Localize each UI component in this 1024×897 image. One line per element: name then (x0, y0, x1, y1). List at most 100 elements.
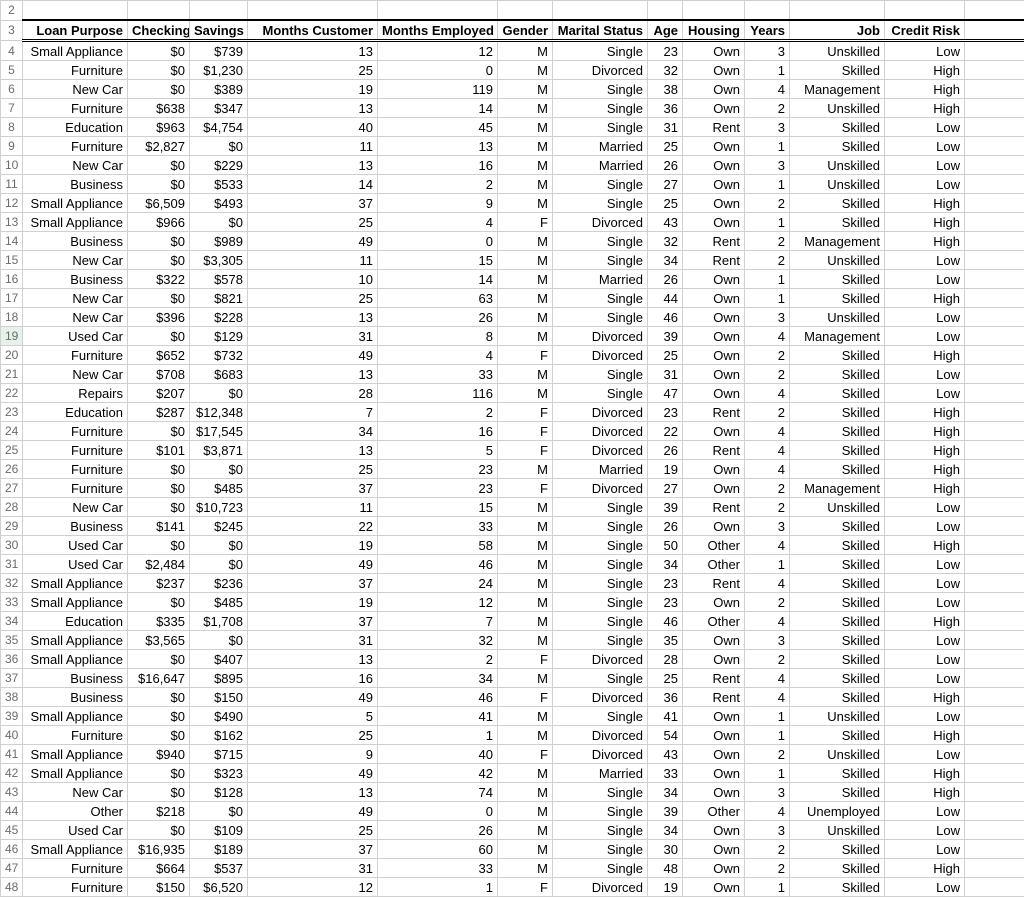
cell-gender[interactable]: M (498, 612, 553, 631)
cell-housing[interactable]: Rent (683, 251, 745, 270)
cell-savings[interactable]: $3,871 (190, 441, 248, 460)
table-row[interactable]: 8Education$963$4,7544045MSingle31Rent3Sk… (1, 118, 1024, 137)
cell-savings[interactable]: $128 (190, 783, 248, 802)
empty-cell[interactable] (965, 498, 1024, 517)
cell-housing[interactable]: Own (683, 479, 745, 498)
cell-housing[interactable]: Own (683, 707, 745, 726)
cell-months-employed[interactable]: 23 (378, 460, 498, 479)
cell-job[interactable]: Unskilled (790, 498, 885, 517)
row-header[interactable]: 6 (1, 80, 23, 99)
cell-housing[interactable]: Rent (683, 574, 745, 593)
cell-housing[interactable]: Own (683, 308, 745, 327)
cell-marital-status[interactable]: Single (553, 802, 648, 821)
cell-credit-risk[interactable]: Low (885, 365, 965, 384)
cell-age[interactable]: 26 (648, 156, 683, 175)
cell-savings[interactable]: $0 (190, 213, 248, 232)
cell-loan-purpose[interactable]: New Car (23, 365, 128, 384)
empty-cell[interactable] (965, 270, 1024, 289)
cell-job[interactable]: Skilled (790, 460, 885, 479)
cell-loan-purpose[interactable]: New Car (23, 498, 128, 517)
cell-housing[interactable]: Own (683, 631, 745, 650)
cell-checking[interactable]: $0 (128, 783, 190, 802)
cell-checking[interactable]: $2,484 (128, 555, 190, 574)
cell-job[interactable]: Unskilled (790, 41, 885, 61)
row-header[interactable]: 33 (1, 593, 23, 612)
row-header[interactable]: 40 (1, 726, 23, 745)
cell-years[interactable]: 4 (745, 80, 790, 99)
cell-credit-risk[interactable]: High (885, 688, 965, 707)
cell-loan-purpose[interactable]: Furniture (23, 441, 128, 460)
empty-cell[interactable] (553, 1, 648, 21)
cell-gender[interactable]: M (498, 251, 553, 270)
empty-cell[interactable] (965, 593, 1024, 612)
cell-job[interactable]: Skilled (790, 669, 885, 688)
cell-savings[interactable]: $1,230 (190, 61, 248, 80)
cell-years[interactable]: 1 (745, 707, 790, 726)
cell-credit-risk[interactable]: High (885, 99, 965, 118)
cell-checking[interactable]: $0 (128, 764, 190, 783)
row-header[interactable]: 21 (1, 365, 23, 384)
cell-housing[interactable]: Other (683, 555, 745, 574)
cell-checking[interactable]: $16,647 (128, 669, 190, 688)
cell-marital-status[interactable]: Divorced (553, 422, 648, 441)
table-row[interactable]: 29Business$141$2452233MSingle26Own3Skill… (1, 517, 1024, 536)
cell-years[interactable]: 4 (745, 612, 790, 631)
spreadsheet-grid[interactable]: 23Loan PurposeCheckingSavingsMonths Cust… (0, 0, 1024, 897)
cell-loan-purpose[interactable]: Small Appliance (23, 745, 128, 764)
cell-gender[interactable]: M (498, 631, 553, 650)
column-header-loan-purpose[interactable]: Loan Purpose (23, 20, 128, 41)
table-row[interactable]: 22Repairs$207$028116MSingle47Own4Skilled… (1, 384, 1024, 403)
cell-checking[interactable]: $0 (128, 232, 190, 251)
table-row[interactable]: 40Furniture$0$162251MDivorced54Own1Skill… (1, 726, 1024, 745)
cell-job[interactable]: Unskilled (790, 308, 885, 327)
cell-credit-risk[interactable]: Low (885, 593, 965, 612)
cell-checking[interactable]: $664 (128, 859, 190, 878)
cell-age[interactable]: 36 (648, 99, 683, 118)
cell-savings[interactable]: $533 (190, 175, 248, 194)
row-header[interactable]: 7 (1, 99, 23, 118)
empty-cell[interactable] (965, 175, 1024, 194)
empty-cell[interactable] (965, 479, 1024, 498)
cell-savings[interactable]: $162 (190, 726, 248, 745)
cell-months-employed[interactable]: 1 (378, 726, 498, 745)
cell-marital-status[interactable]: Married (553, 270, 648, 289)
table-row[interactable]: 7Furniture$638$3471314MSingle36Own2Unski… (1, 99, 1024, 118)
cell-credit-risk[interactable]: Low (885, 251, 965, 270)
cell-gender[interactable]: F (498, 441, 553, 460)
table-row[interactable]: 12Small Appliance$6,509$493379MSingle25O… (1, 194, 1024, 213)
cell-credit-risk[interactable]: Low (885, 327, 965, 346)
cell-housing[interactable]: Other (683, 612, 745, 631)
cell-credit-risk[interactable]: High (885, 612, 965, 631)
cell-savings[interactable]: $4,754 (190, 118, 248, 137)
row-header[interactable]: 45 (1, 821, 23, 840)
cell-checking[interactable]: $150 (128, 878, 190, 897)
cell-savings[interactable]: $0 (190, 137, 248, 156)
empty-cell[interactable] (965, 726, 1024, 745)
cell-savings[interactable]: $895 (190, 669, 248, 688)
cell-months-customer[interactable]: 19 (248, 80, 378, 99)
cell-loan-purpose[interactable]: Other (23, 802, 128, 821)
row-header[interactable]: 18 (1, 308, 23, 327)
empty-cell[interactable] (965, 840, 1024, 859)
cell-months-employed[interactable]: 26 (378, 821, 498, 840)
row-header[interactable]: 39 (1, 707, 23, 726)
row-header[interactable]: 30 (1, 536, 23, 555)
cell-job[interactable]: Skilled (790, 726, 885, 745)
cell-marital-status[interactable]: Single (553, 669, 648, 688)
row-header[interactable]: 13 (1, 213, 23, 232)
cell-months-customer[interactable]: 13 (248, 650, 378, 669)
cell-job[interactable]: Skilled (790, 555, 885, 574)
empty-cell[interactable] (965, 745, 1024, 764)
cell-years[interactable]: 3 (745, 783, 790, 802)
cell-years[interactable]: 2 (745, 859, 790, 878)
table-row[interactable]: 48Furniture$150$6,520121FDivorced19Own1S… (1, 878, 1024, 897)
table-row[interactable]: 26Furniture$0$02523MMarried19Own4Skilled… (1, 460, 1024, 479)
cell-savings[interactable]: $821 (190, 289, 248, 308)
cell-marital-status[interactable]: Divorced (553, 213, 648, 232)
cell-credit-risk[interactable]: High (885, 213, 965, 232)
cell-gender[interactable]: M (498, 555, 553, 574)
cell-years[interactable]: 1 (745, 289, 790, 308)
cell-housing[interactable]: Own (683, 384, 745, 403)
cell-checking[interactable]: $0 (128, 61, 190, 80)
cell-housing[interactable]: Own (683, 726, 745, 745)
